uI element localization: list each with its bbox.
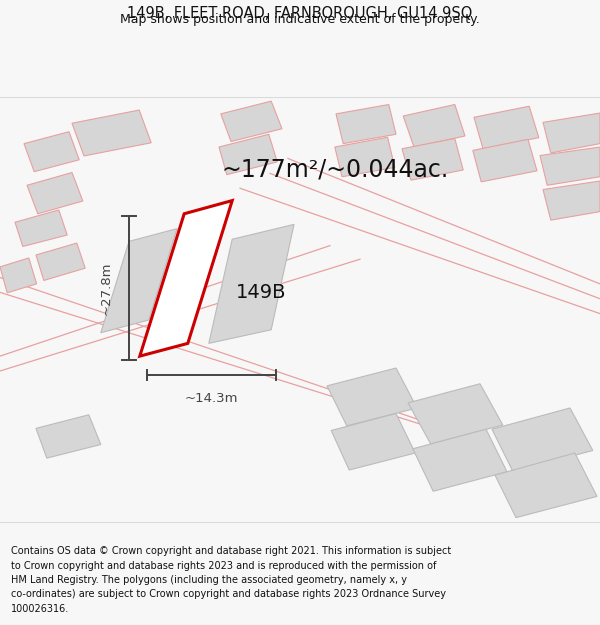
Polygon shape [540,147,600,185]
Polygon shape [336,104,396,144]
Polygon shape [27,173,83,214]
Polygon shape [219,134,277,174]
Text: ~177m²/~0.044ac.: ~177m²/~0.044ac. [222,157,449,181]
Polygon shape [209,224,294,343]
Text: ~14.3m: ~14.3m [185,392,238,405]
Polygon shape [101,229,177,332]
Polygon shape [24,132,79,172]
Text: 149B: 149B [236,283,286,302]
Polygon shape [335,138,395,177]
Polygon shape [402,139,463,180]
Polygon shape [413,429,507,491]
Polygon shape [474,106,539,149]
Polygon shape [0,258,37,292]
Polygon shape [36,415,101,458]
Polygon shape [327,368,417,426]
Polygon shape [15,210,67,246]
Text: ~27.8m: ~27.8m [100,261,113,315]
Polygon shape [331,414,415,470]
Polygon shape [492,408,593,472]
Polygon shape [221,101,282,141]
Polygon shape [140,201,232,356]
Polygon shape [403,104,465,147]
Polygon shape [495,453,597,518]
Polygon shape [408,384,503,444]
Text: 149B, FLEET ROAD, FARNBOROUGH, GU14 9SQ: 149B, FLEET ROAD, FARNBOROUGH, GU14 9SQ [127,6,473,21]
Polygon shape [72,110,151,156]
Polygon shape [543,181,600,220]
Polygon shape [36,243,85,281]
Polygon shape [543,113,600,153]
Text: Map shows position and indicative extent of the property.: Map shows position and indicative extent… [120,13,480,26]
Polygon shape [473,139,537,182]
Text: Contains OS data © Crown copyright and database right 2021. This information is : Contains OS data © Crown copyright and d… [11,546,451,614]
